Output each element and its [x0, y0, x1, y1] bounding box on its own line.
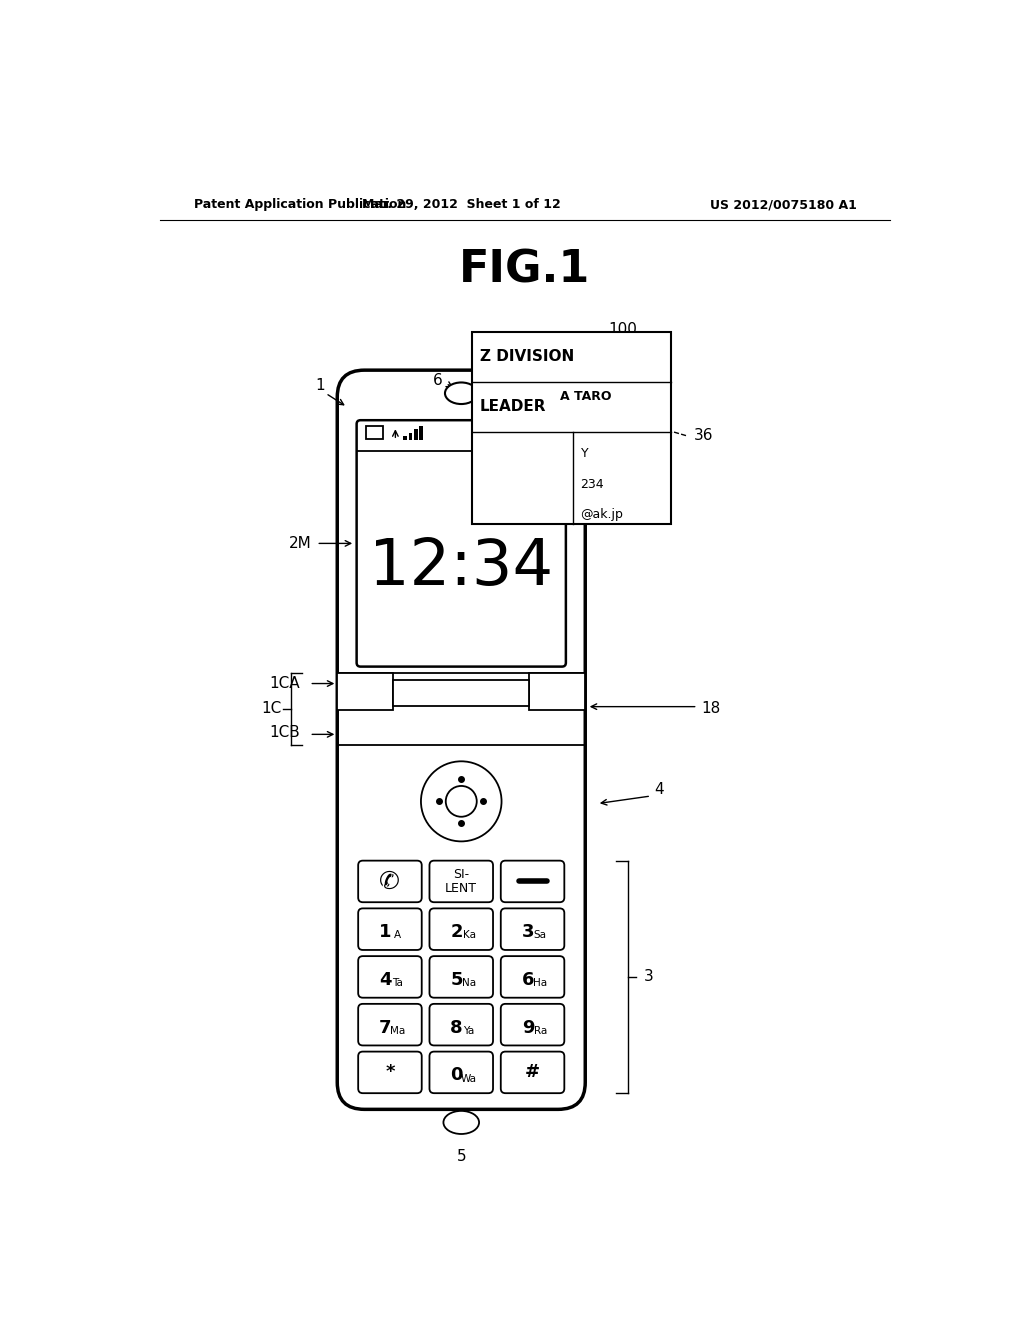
Text: 234: 234: [581, 478, 604, 491]
Text: Na: Na: [462, 978, 476, 989]
Text: Wa: Wa: [461, 1073, 477, 1084]
Text: FIG.1: FIG.1: [459, 248, 591, 292]
Text: 0: 0: [451, 1067, 463, 1085]
Text: 1C: 1C: [261, 701, 282, 717]
Text: 2: 2: [451, 923, 463, 941]
Text: 100: 100: [608, 322, 637, 337]
Text: 12:34: 12:34: [370, 536, 553, 598]
FancyBboxPatch shape: [501, 1052, 564, 1093]
Bar: [420, 426, 423, 441]
Text: *: *: [385, 1064, 394, 1081]
Text: 2M: 2M: [289, 536, 311, 550]
FancyBboxPatch shape: [358, 1003, 422, 1045]
Bar: [366, 426, 383, 438]
Text: Mar. 29, 2012  Sheet 1 of 12: Mar. 29, 2012 Sheet 1 of 12: [361, 198, 560, 211]
Text: 4: 4: [654, 783, 664, 797]
Text: 36: 36: [693, 428, 714, 444]
FancyBboxPatch shape: [358, 861, 422, 903]
Text: Ma: Ma: [390, 1026, 406, 1036]
Bar: [409, 433, 413, 441]
Circle shape: [421, 762, 502, 841]
FancyBboxPatch shape: [337, 370, 586, 1109]
Text: 7: 7: [379, 1019, 391, 1036]
Text: 5: 5: [451, 972, 463, 989]
Bar: [529, 673, 586, 710]
Ellipse shape: [445, 383, 477, 404]
FancyBboxPatch shape: [358, 908, 422, 950]
FancyBboxPatch shape: [358, 956, 422, 998]
Text: 6: 6: [433, 372, 442, 388]
Text: A: A: [394, 931, 401, 940]
Text: Ra: Ra: [534, 1026, 547, 1036]
Text: 8: 8: [451, 1019, 463, 1036]
Text: Ha: Ha: [534, 978, 548, 989]
Text: 12:34: 12:34: [511, 428, 554, 444]
Text: Y: Y: [581, 446, 588, 459]
Text: 18: 18: [701, 701, 721, 717]
FancyBboxPatch shape: [501, 908, 564, 950]
Text: Ya: Ya: [464, 1026, 475, 1036]
Bar: [403, 436, 407, 441]
Text: Z DIVISION: Z DIVISION: [480, 348, 574, 364]
Text: A TARO: A TARO: [560, 389, 611, 403]
Text: Ka: Ka: [463, 931, 475, 940]
Text: SI-
LENT: SI- LENT: [445, 869, 477, 895]
FancyBboxPatch shape: [429, 1003, 493, 1045]
Circle shape: [445, 785, 477, 817]
FancyBboxPatch shape: [429, 908, 493, 950]
Text: #: #: [525, 1064, 540, 1081]
Text: 9: 9: [521, 1019, 535, 1036]
Text: 5: 5: [457, 1148, 466, 1164]
Bar: [337, 673, 393, 710]
Ellipse shape: [443, 1111, 479, 1134]
Text: 1: 1: [315, 378, 325, 393]
Text: 4: 4: [379, 972, 391, 989]
Text: 1: 1: [379, 923, 391, 941]
Text: 3: 3: [643, 969, 653, 985]
Text: @ak.jp: @ak.jp: [581, 508, 624, 521]
Text: 6: 6: [521, 972, 535, 989]
Text: ✆: ✆: [380, 870, 400, 894]
FancyBboxPatch shape: [429, 861, 493, 903]
Bar: [414, 429, 418, 441]
FancyBboxPatch shape: [356, 420, 566, 667]
FancyBboxPatch shape: [501, 956, 564, 998]
Text: US 2012/0075180 A1: US 2012/0075180 A1: [710, 198, 856, 211]
FancyBboxPatch shape: [358, 1052, 422, 1093]
Text: Patent Application Publication: Patent Application Publication: [194, 198, 407, 211]
FancyBboxPatch shape: [501, 1003, 564, 1045]
Text: 1CA: 1CA: [269, 676, 300, 692]
Text: Sa: Sa: [534, 931, 547, 940]
FancyBboxPatch shape: [429, 1052, 493, 1093]
Bar: [393, 681, 529, 706]
Bar: [494, 379, 556, 414]
Text: 3: 3: [521, 923, 535, 941]
Bar: [472, 331, 671, 524]
Text: Ta: Ta: [392, 978, 403, 989]
FancyBboxPatch shape: [501, 861, 564, 903]
Text: 1CB: 1CB: [269, 725, 300, 739]
FancyBboxPatch shape: [429, 956, 493, 998]
Text: LEADER: LEADER: [480, 399, 547, 414]
